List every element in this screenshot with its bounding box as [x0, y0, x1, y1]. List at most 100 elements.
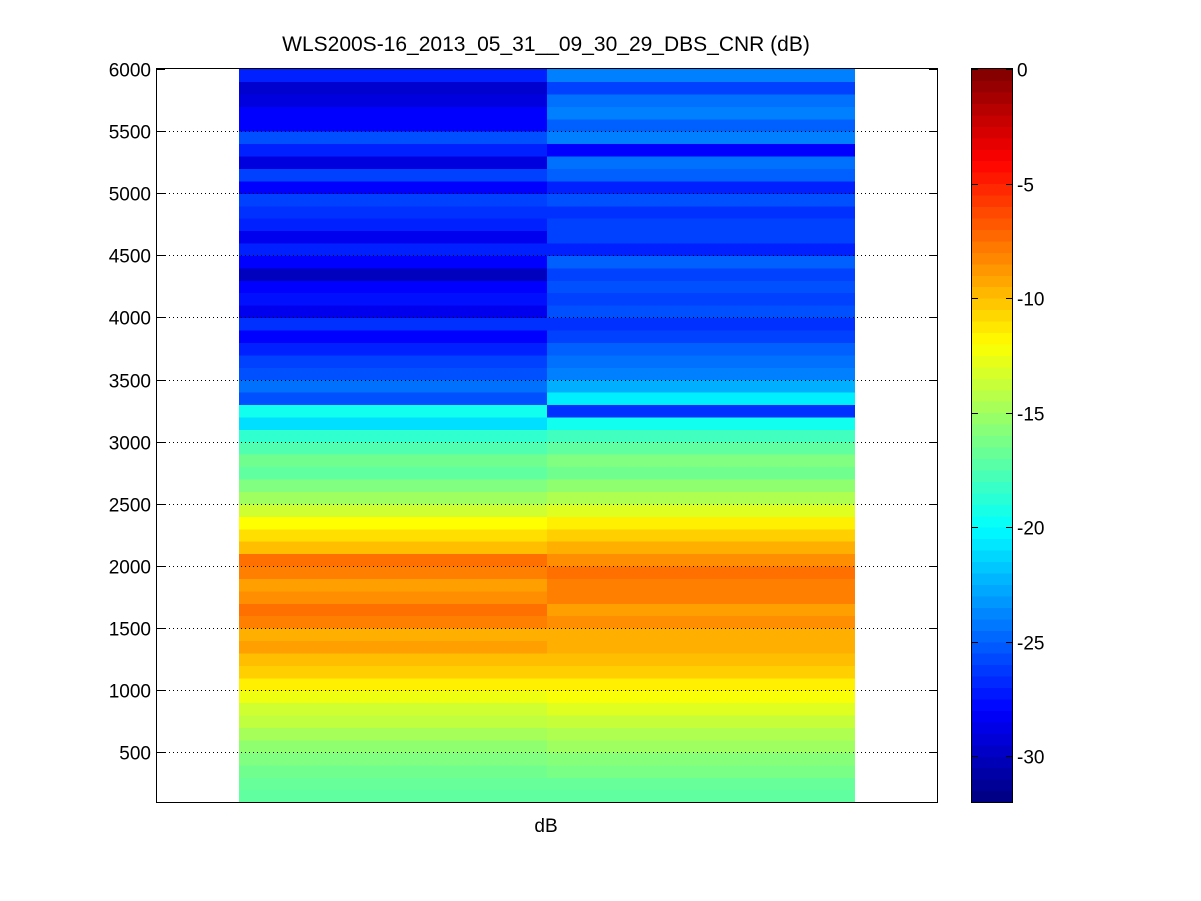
colorbar-band: [972, 114, 1012, 127]
y-tick-label: 3500: [109, 372, 151, 393]
y-tick-label: 500: [119, 744, 151, 765]
heatmap-cell: [547, 230, 855, 244]
heatmap-cell: [547, 615, 855, 629]
heatmap-cell: [239, 603, 547, 617]
colorbar-band: [972, 733, 1012, 746]
colorbar-band: [972, 355, 1012, 368]
y-axis: 500 1000 1500 2000 2500 3000 3500 4000 4500 5000 5…: [109, 61, 937, 765]
heatmap-cell: [239, 242, 547, 256]
heatmap-cell: [239, 69, 547, 83]
heatmap-cell: [239, 652, 547, 666]
heatmap-cell: [547, 466, 855, 480]
colorbar-band: [972, 561, 1012, 574]
colorbar-band: [972, 767, 1012, 780]
colorbar-band: [972, 584, 1012, 597]
heatmap-cell: [239, 317, 547, 331]
heatmap-cell: [547, 354, 855, 368]
heatmap-cell: [239, 665, 547, 679]
colorbar-band: [972, 687, 1012, 700]
chart-title: WLS200S-16_2013_05_31__09_30_29_DBS_CNR …: [282, 33, 810, 56]
heatmap-cell: [547, 565, 855, 579]
heatmap-cell: [547, 342, 855, 356]
heatmap-cell: [547, 752, 855, 766]
heatmap-cell: [239, 454, 547, 468]
heatmap-cell: [547, 727, 855, 741]
heatmap-cell: [239, 727, 547, 741]
heatmap-cells: [239, 69, 855, 803]
colorbar-band: [972, 641, 1012, 654]
y-tick-label: 1500: [109, 620, 151, 641]
heatmap-cell: [547, 416, 855, 430]
heatmap-cell: [239, 416, 547, 430]
colorbar-tick-label: -15: [1017, 405, 1044, 426]
heatmap-cell: [239, 528, 547, 542]
heatmap-cell: [547, 590, 855, 604]
heatmap-cell: [239, 131, 547, 145]
colorbar-band: [972, 424, 1012, 437]
y-tick-label: 5500: [109, 123, 151, 144]
colorbar-band: [972, 343, 1012, 356]
colorbar-band: [972, 412, 1012, 425]
plot-area-frame: [156, 68, 938, 803]
heatmap-cell: [547, 516, 855, 530]
heatmap-cell: [547, 81, 855, 95]
heatmap-cell: [239, 329, 547, 343]
colorbar-band: [972, 756, 1012, 769]
colorbar-band: [972, 550, 1012, 563]
colorbar-band: [972, 710, 1012, 723]
heatmap-cell: [547, 69, 855, 83]
heatmap-cell: [239, 218, 547, 232]
heatmap-cell: [239, 93, 547, 107]
colorbar-band: [972, 275, 1012, 288]
heatmap-cell: [547, 715, 855, 729]
heatmap-cell: [239, 516, 547, 530]
heatmap-cell: [239, 789, 547, 803]
y-tick-label: 2000: [109, 558, 151, 579]
colorbar-band: [972, 286, 1012, 299]
colorbar-tick-label: -20: [1017, 519, 1044, 540]
y-tick-label: 2500: [109, 496, 151, 517]
colorbar-band: [972, 630, 1012, 643]
heatmap-cell: [239, 155, 547, 169]
colorbar-band: [972, 698, 1012, 711]
heatmap-cell: [547, 553, 855, 567]
heatmap-cell: [547, 218, 855, 232]
heatmap-cell: [547, 168, 855, 182]
heatmap-cell: [547, 603, 855, 617]
heatmap-cell: [547, 205, 855, 219]
heatmap-cell: [239, 404, 547, 418]
heatmap-cell: [239, 143, 547, 157]
colorbar-tick-label: -5: [1017, 176, 1034, 197]
colorbar-band: [972, 653, 1012, 666]
heatmap-cell: [547, 652, 855, 666]
heatmap-cell: [547, 628, 855, 642]
colorbar-band: [972, 80, 1012, 93]
colorbar-band: [972, 263, 1012, 276]
heatmap-cell: [239, 205, 547, 219]
heatmap-cell: [547, 155, 855, 169]
y-tick-label: 1000: [109, 682, 151, 703]
heatmap-cell: [239, 590, 547, 604]
heatmap-cell: [239, 180, 547, 194]
heatmap-cell: [547, 305, 855, 319]
heatmap-cell: [239, 81, 547, 95]
colorbar-tick-label: -30: [1017, 748, 1044, 769]
colorbar-axis: -30 -25 -20 -15 -10 -5 0: [972, 61, 1044, 769]
heatmap-cell: [547, 789, 855, 803]
colorbar-band: [972, 676, 1012, 689]
heatmap-cell: [547, 143, 855, 157]
y-tick-label: 4500: [109, 247, 151, 268]
heatmap-cell: [239, 677, 547, 691]
colorbar-band: [972, 435, 1012, 448]
colorbar-band: [972, 389, 1012, 402]
heatmap-cell: [547, 379, 855, 393]
colorbar-band: [972, 492, 1012, 505]
heatmap-cell: [547, 329, 855, 343]
heatmap-cell: [547, 528, 855, 542]
heatmap-cell: [239, 267, 547, 281]
colorbar-band: [972, 538, 1012, 551]
colorbar-band: [972, 126, 1012, 139]
colorbar-band: [972, 721, 1012, 734]
heatmap-cell: [547, 180, 855, 194]
